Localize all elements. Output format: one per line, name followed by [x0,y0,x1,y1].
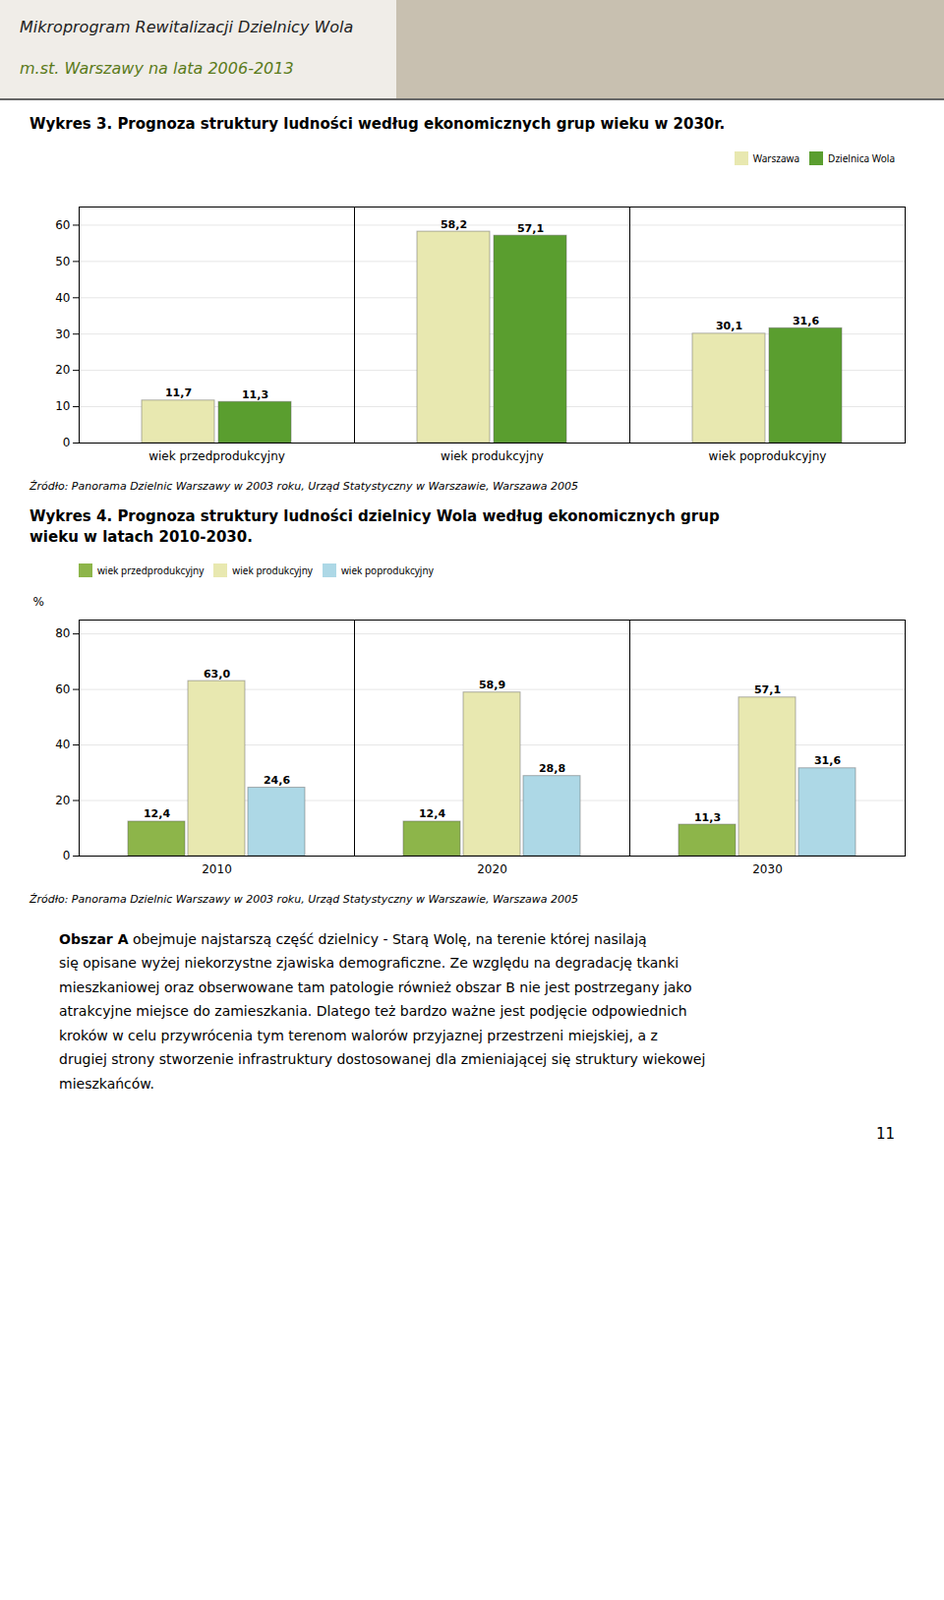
svg-text:2010: 2010 [201,862,233,877]
svg-text:%: % [33,594,45,609]
html-text:mieszkańców.: mieszkańców. [59,1075,155,1092]
svg-text:50: 50 [55,254,70,269]
html-text:Obszar A obejmuje najstarszą c: Obszar A obejmuje najstarszą część dziel… [59,931,647,947]
svg-text:20: 20 [55,363,70,378]
html-text:m.st. Warszawy na lata 2006-20: m.st. Warszawy na lata 2006-2013 [19,59,294,78]
svg-text:40: 40 [55,737,70,752]
svg-text:12,4: 12,4 [143,807,171,821]
svg-text:60: 60 [55,218,70,233]
html-text:Warszawa: Warszawa [752,151,800,166]
html-text:Wykres 3. Prognoza struktury l: Wykres 3. Prognoza struktury ludności we… [29,115,726,133]
svg-text:11,7: 11,7 [165,387,192,401]
html-text:Wykres 4. Prognoza struktury l: Wykres 4. Prognoza struktury ludności dz… [29,507,720,526]
svg-text:10: 10 [55,400,70,414]
html-text:atrakcyjne miejsce do zamieszk: atrakcyjne miejsce do zamieszkania. Dlat… [59,1003,688,1020]
svg-text:31,6: 31,6 [792,314,820,328]
svg-text:80: 80 [55,626,70,641]
svg-text:63,0: 63,0 [203,666,231,680]
svg-text:58,2: 58,2 [440,218,468,232]
svg-text:wiek produkcyjny: wiek produkcyjny [440,449,544,464]
svg-text:2030: 2030 [752,862,783,877]
html-text:wiek poprodukcyjny: wiek poprodukcyjny [341,563,434,578]
html-text:wiek przedprodukcyjny: wiek przedprodukcyjny [97,563,204,578]
svg-text:0: 0 [62,848,71,863]
svg-text:57,1: 57,1 [754,683,781,697]
svg-text:11,3: 11,3 [241,388,269,402]
svg-text:28,8: 28,8 [538,762,566,775]
svg-text:31,6: 31,6 [814,754,841,767]
svg-text:0: 0 [62,436,71,451]
html-text:Dzielnica Wola: Dzielnica Wola [828,151,895,166]
svg-text:40: 40 [55,291,70,305]
svg-text:24,6: 24,6 [263,773,291,787]
html-text:Źródło: Panorama Dzielnic Wars: Źródło: Panorama Dzielnic Warszawy w 200… [29,892,579,906]
html-text:Źródło: Panorama Dzielnic Wars: Źródło: Panorama Dzielnic Warszawy w 200… [29,480,579,493]
svg-text:2020: 2020 [476,862,508,877]
html-text:kroków w celu przywrócenia tym: kroków w celu przywrócenia tym terenom w… [59,1027,658,1044]
svg-text:wiek przedprodukcyjny: wiek przedprodukcyjny [148,449,286,464]
html-text:się opisane wyżej niekorzystne: się opisane wyżej niekorzystne zjawiska … [59,955,679,971]
svg-text:58,9: 58,9 [478,678,506,692]
html-text:wieku w latach 2010-2030.: wieku w latach 2010-2030. [29,527,253,546]
svg-text:11,3: 11,3 [694,810,721,824]
svg-text:wiek poprodukcyjny: wiek poprodukcyjny [708,449,827,464]
svg-text:30,1: 30,1 [715,320,743,334]
svg-text:57,1: 57,1 [517,222,544,236]
svg-text:60: 60 [55,682,70,697]
svg-text:20: 20 [55,793,70,808]
svg-text:30: 30 [55,327,70,342]
html-text:wiek produkcyjny: wiek produkcyjny [232,563,313,578]
svg-text:12,4: 12,4 [418,807,446,821]
html-text:Mikroprogram Rewitalizacji Dzi: Mikroprogram Rewitalizacji Dzielnicy Wol… [19,17,354,37]
html-text:drugiej strony stworzenie infr: drugiej strony stworzenie infrastruktury… [59,1051,706,1068]
html-text:11: 11 [876,1125,895,1143]
html-text:mieszkaniowej oraz obserwowane: mieszkaniowej oraz obserwowane tam patol… [59,979,692,995]
